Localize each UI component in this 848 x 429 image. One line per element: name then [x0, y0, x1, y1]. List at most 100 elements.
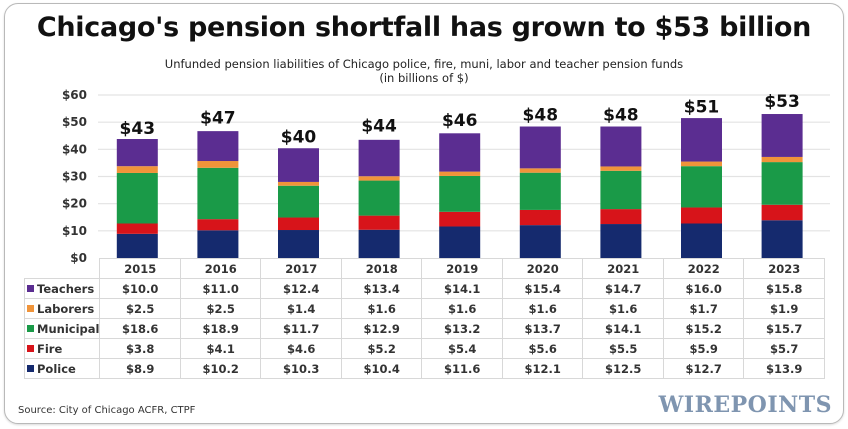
year-header-2023: 2023 — [743, 258, 825, 279]
year-header-2015: 2015 — [99, 258, 181, 279]
series-name: Police — [37, 361, 76, 376]
cell-municipal-2017: $11.7 — [260, 318, 342, 339]
legend-swatch-icon — [27, 364, 34, 372]
total-label-2016: $47 — [200, 108, 236, 128]
table-row-fire: Fire $3.8 $4.1 $4.6 $5.2 $5.4 $5.6 $5.5 $5.9 $5.7 — [23, 338, 825, 359]
bar-segment-teachers-2022 — [681, 118, 722, 162]
y-tick-label: $20 — [62, 197, 87, 211]
series-label: Laborers — [23, 298, 101, 319]
bar-segment-police-2020 — [519, 225, 561, 258]
cell-police-2020: $12.1 — [501, 358, 584, 379]
bar-segment-municipal-2019 — [439, 175, 481, 212]
y-tick-label: $30 — [62, 170, 87, 184]
bar-segment-police-2016 — [197, 230, 239, 258]
bar-segment-laborers-2016 — [197, 161, 239, 168]
cell-teachers-2016: $11.0 — [179, 278, 262, 299]
cell-fire-2019: $5.4 — [421, 338, 503, 359]
table-row-municipal: Municipal $18.6 $18.9 $11.7 $12.9 $13.2 $13.7 $… — [23, 318, 825, 339]
bar-segment-teachers-2016 — [197, 131, 239, 162]
cell-teachers-2015: $10.0 — [99, 278, 181, 299]
bar-segment-fire-2019 — [439, 211, 481, 227]
cell-police-2018: $10.4 — [340, 358, 423, 379]
table-header-row: 2015 2016 2017 2018 2019 2020 2021 2022 2023 — [25, 258, 825, 279]
cell-laborers-2016: $2.5 — [179, 298, 262, 319]
bar-segment-teachers-2015 — [116, 139, 158, 167]
bar-segment-fire-2023 — [761, 204, 803, 221]
total-label-2022: $51 — [684, 97, 720, 117]
total-label-2020: $48 — [523, 106, 559, 126]
bar-segment-fire-2022 — [681, 207, 722, 224]
y-tick-label: $50 — [62, 115, 87, 129]
cell-laborers-2019: $1.6 — [421, 298, 503, 319]
bar-segment-laborers-2018 — [358, 176, 400, 181]
cell-police-2019: $11.6 — [421, 358, 503, 379]
cell-police-2015: $8.9 — [99, 358, 181, 379]
bar-segment-municipal-2021 — [600, 170, 642, 210]
cell-police-2023: $13.9 — [743, 358, 825, 379]
subtitle-line: Unfunded pension liabilities of Chicago … — [164, 57, 684, 71]
cell-teachers-2023: $15.8 — [743, 278, 825, 299]
legend-swatch-icon — [27, 284, 34, 292]
cell-fire-2016: $4.1 — [179, 338, 262, 359]
table-corner — [25, 259, 100, 279]
series-name: Municipal — [37, 321, 100, 336]
bar-segment-municipal-2020 — [519, 172, 561, 210]
cell-teachers-2017: $12.4 — [260, 278, 342, 299]
series-label: Police — [23, 358, 101, 379]
table-row-police: Police $8.9 $10.2 $10.3 $10.4 $11.6 $12.1 $12.5… — [23, 358, 825, 379]
total-label-2017: $40 — [281, 127, 317, 147]
chart-subtitle: Unfunded pension liabilities of Chicago … — [0, 57, 848, 85]
chart-title: Chicago's pension shortfall has grown to… — [36, 12, 812, 43]
cell-fire-2020: $5.6 — [501, 338, 584, 359]
legend-swatch-icon — [27, 344, 34, 352]
bar-segment-police-2021 — [600, 224, 642, 258]
cell-police-2022: $12.7 — [662, 358, 745, 379]
table-body: Teachers $10.0 $11.0 $12.4 $13.4 $14.1 $15.4 $1… — [23, 278, 825, 379]
series-label: Fire — [23, 338, 101, 359]
total-label-2021: $48 — [603, 106, 639, 126]
cell-laborers-2017: $1.4 — [260, 298, 342, 319]
bar-segment-fire-2015 — [116, 223, 158, 234]
bar-segment-fire-2017 — [278, 217, 319, 231]
series-label: Teachers — [23, 278, 101, 299]
bar-segment-teachers-2018 — [358, 139, 400, 177]
cell-police-2016: $10.2 — [179, 358, 262, 379]
units-note: (in billions of $) — [379, 71, 469, 85]
source-note: Source: City of Chicago ACFR, CTPF — [18, 405, 196, 416]
bar-segment-municipal-2018 — [358, 180, 400, 216]
cell-teachers-2018: $13.4 — [340, 278, 423, 299]
year-header-2022: 2022 — [662, 258, 745, 279]
bar-segment-laborers-2020 — [519, 168, 561, 173]
year-header-2018: 2018 — [340, 258, 423, 279]
cell-teachers-2020: $15.4 — [501, 278, 584, 299]
total-label-2023: $53 — [764, 92, 800, 112]
cell-teachers-2022: $16.0 — [662, 278, 745, 299]
bar-segment-teachers-2023 — [761, 114, 803, 157]
bar-segment-fire-2018 — [358, 215, 400, 230]
series-name: Laborers — [37, 301, 95, 316]
series-label: Municipal — [23, 318, 101, 339]
bar-segment-municipal-2023 — [761, 162, 803, 205]
cell-laborers-2015: $2.5 — [99, 298, 181, 319]
bar-segment-teachers-2021 — [600, 126, 642, 167]
bar-segment-municipal-2022 — [681, 166, 722, 208]
year-header-2020: 2020 — [501, 258, 584, 279]
bar-segment-police-2019 — [439, 226, 481, 258]
y-axis: $0 $10 $20 $30 $40 $50 $60 — [62, 88, 87, 265]
cell-municipal-2019: $13.2 — [421, 318, 503, 339]
y-tick-label: $40 — [62, 142, 87, 156]
cell-fire-2017: $4.6 — [260, 338, 342, 359]
bar-segment-municipal-2017 — [278, 185, 319, 218]
bar-segment-municipal-2015 — [116, 172, 158, 224]
table-row-teachers: Teachers $10.0 $11.0 $12.4 $13.4 $14.1 $15.4 $1… — [23, 278, 825, 299]
cell-fire-2021: $5.5 — [582, 338, 664, 359]
series-name: Teachers — [37, 281, 95, 296]
cell-laborers-2018: $1.6 — [340, 298, 423, 319]
cell-municipal-2021: $14.1 — [582, 318, 664, 339]
year-header-2016: 2016 — [179, 258, 262, 279]
bars — [116, 114, 803, 258]
legend-swatch-icon — [27, 324, 34, 332]
cell-police-2017: $10.3 — [260, 358, 342, 379]
cell-teachers-2019: $14.1 — [421, 278, 503, 299]
cell-police-2021: $12.5 — [582, 358, 664, 379]
